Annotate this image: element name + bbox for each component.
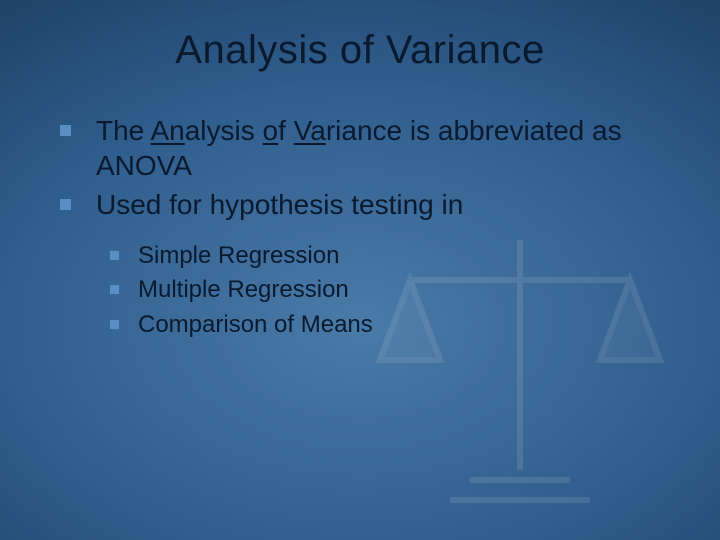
- slide-title: Analysis of Variance: [40, 28, 680, 73]
- sub-bullet-item: Comparison of Means: [110, 309, 680, 341]
- sub-bullet-item: Simple Regression: [110, 240, 680, 272]
- bullet-item: Used for hypothesis testing in: [60, 187, 680, 222]
- main-bullet-list: The Analysis of Variance is abbreviated …: [40, 113, 680, 222]
- sub-bullet-text: Simple Regression: [138, 242, 339, 269]
- sub-bullet-list: Simple Regression Multiple Regression Co…: [40, 240, 680, 341]
- bullet-item: The Analysis of Variance is abbreviated …: [60, 113, 680, 183]
- slide: Analysis of Variance The Analysis of Var…: [0, 0, 720, 540]
- sub-bullet-text: Multiple Regression: [138, 276, 349, 303]
- bullet-text-2: Used for hypothesis testing in: [96, 189, 463, 220]
- bullet-text-1: The Analysis of Variance is abbreviated …: [96, 115, 622, 181]
- sub-bullet-item: Multiple Regression: [110, 274, 680, 306]
- sub-bullet-text: Comparison of Means: [138, 311, 373, 338]
